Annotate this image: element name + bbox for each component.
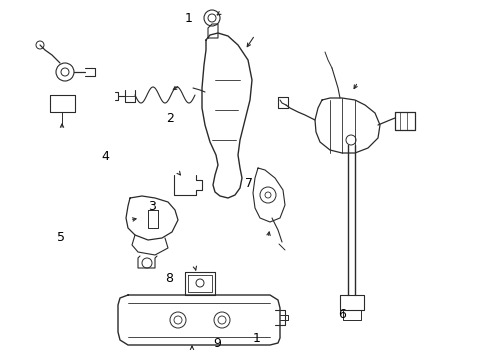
Text: 7: 7: [245, 177, 253, 190]
Text: 2: 2: [166, 112, 174, 125]
Text: 1: 1: [184, 12, 192, 24]
Text: 5: 5: [57, 231, 65, 244]
Text: 9: 9: [213, 337, 221, 350]
Text: 4: 4: [101, 150, 109, 163]
Text: 1: 1: [252, 332, 260, 345]
Text: 3: 3: [147, 201, 155, 213]
Text: 6: 6: [338, 309, 346, 321]
Text: 8: 8: [164, 273, 172, 285]
